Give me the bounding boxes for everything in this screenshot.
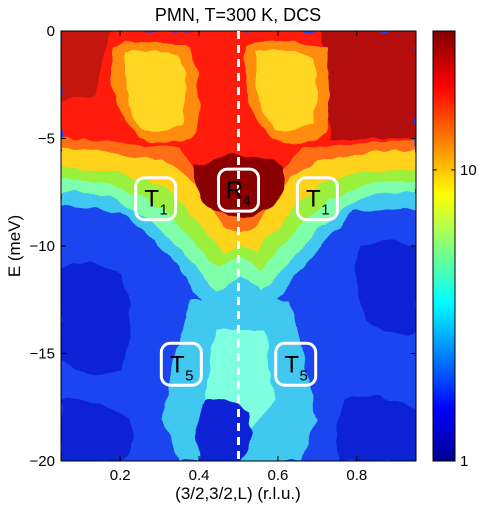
y-axis-label: E (meV) [5, 215, 24, 277]
y-tick-label: −20 [30, 453, 55, 470]
x-tick-label: 0.2 [110, 467, 131, 484]
x-tick-label: 0.6 [268, 467, 289, 484]
x-tick-label: 0.8 [346, 467, 367, 484]
annotation-markers: T 1R 4 T 1T 5 T 5 [134, 167, 339, 387]
chart-title: PMN, T=300 K, DCS [155, 5, 321, 25]
y-tick-label: −15 [30, 346, 55, 363]
y-tick-label: −10 [30, 238, 55, 255]
annotation-subscript: 5 [185, 367, 193, 384]
annotation-subscript: 4 [242, 193, 250, 210]
colorbar: 1 10 [432, 30, 477, 470]
annotation-box [217, 167, 260, 213]
annotation-box [159, 341, 203, 387]
annotation-subscript: 5 [300, 367, 308, 384]
annotation-subscript: 1 [321, 202, 329, 219]
x-axis-label: (3/2,3/2,L) (r.l.u.) [175, 484, 301, 503]
x-tick-label: 0.4 [189, 467, 210, 484]
annotation-label: R [226, 177, 243, 204]
annotation-box [295, 176, 339, 222]
annotation-label: T [306, 186, 321, 213]
colorbar-tick-label: 1 [460, 453, 468, 470]
annotation-label: T [144, 186, 159, 213]
colorbar-ticks: 1 10 [433, 162, 477, 470]
annotation-box [134, 176, 178, 222]
annotation-box [274, 341, 318, 387]
annotation-label: T [170, 351, 185, 378]
colorbar-tick-label: 10 [460, 162, 477, 179]
y-tick-label: 0 [47, 23, 55, 40]
y-tick-label: −5 [38, 131, 55, 148]
annotation-label: T [284, 351, 299, 378]
annotation-subscript: 1 [159, 202, 167, 219]
colorbar-gradient [432, 30, 456, 462]
